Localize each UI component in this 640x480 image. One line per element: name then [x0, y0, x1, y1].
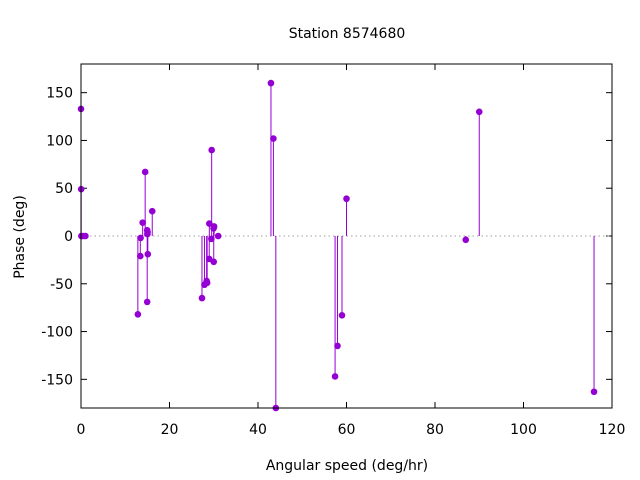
y-tick-label: 50: [55, 181, 73, 197]
data-point: [82, 232, 89, 240]
axis-ticks: 0 20 40 60 80 100 120 -150 -100 -50 0 50 100 150: [41, 64, 625, 438]
data-point: [334, 342, 341, 350]
y-axis-label: Phase (deg): [12, 195, 28, 279]
data-point: [462, 236, 470, 244]
data-point: [144, 250, 152, 258]
y-tick-label: 0: [64, 229, 73, 245]
data-point: [137, 234, 144, 242]
data-point: [590, 388, 598, 396]
x-tick-label: 40: [249, 422, 267, 438]
x-tick-label: 60: [338, 422, 356, 438]
y-tick-label: -50: [50, 277, 73, 293]
data-point: [141, 168, 149, 176]
data-point: [136, 252, 144, 260]
data-point: [206, 220, 213, 227]
y-tick-label: -100: [41, 325, 73, 341]
y-tick-label: 100: [46, 133, 73, 149]
y-tick-label: 150: [46, 86, 73, 102]
x-tick-label: 80: [426, 422, 444, 438]
x-tick-label: 100: [510, 422, 537, 438]
data-point: [210, 223, 218, 230]
data-point: [198, 294, 206, 302]
x-tick-label: 0: [77, 422, 86, 438]
data-point: [210, 258, 218, 266]
data-point: [203, 279, 211, 287]
data-point: [343, 195, 350, 203]
y-tick-label: -150: [41, 372, 73, 388]
data-point: [148, 207, 156, 215]
data-point: [331, 373, 339, 380]
data-point: [267, 79, 275, 87]
x-tick-label: 20: [161, 422, 179, 438]
data-point: [144, 228, 151, 236]
data-point: [338, 312, 346, 319]
data-point: [134, 311, 142, 318]
chart-title: Station 8574680: [289, 26, 406, 42]
x-tick-label: 120: [599, 422, 626, 438]
data-point: [475, 108, 483, 116]
data-point: [208, 146, 215, 154]
x-axis-label: Angular speed (deg/hr): [266, 458, 428, 474]
data-point: [143, 298, 151, 306]
data-point: [139, 219, 146, 226]
plot-frame: [80, 63, 613, 409]
data-point: [208, 235, 215, 243]
data-point: [270, 135, 277, 142]
data-marks: [77, 79, 598, 412]
data-point: [214, 232, 222, 240]
